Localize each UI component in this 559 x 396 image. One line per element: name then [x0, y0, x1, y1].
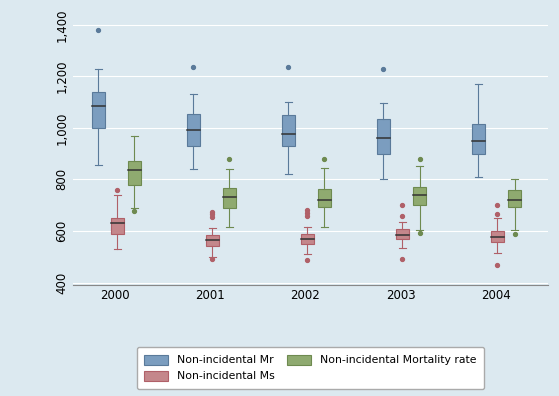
Bar — [301, 234, 314, 244]
Bar — [413, 187, 426, 205]
Bar — [377, 119, 390, 154]
Legend: Non-incidental Mr, Non-incidental Ms, Non-incidental Mortality rate: Non-incidental Mr, Non-incidental Ms, No… — [136, 347, 484, 389]
Bar — [491, 231, 504, 242]
Bar — [92, 92, 105, 128]
Bar — [206, 235, 219, 246]
Bar — [508, 190, 521, 207]
Bar — [282, 115, 295, 146]
Bar — [472, 124, 485, 154]
Bar — [128, 162, 141, 185]
Bar — [396, 229, 409, 239]
Bar — [223, 188, 236, 208]
Bar — [318, 189, 331, 207]
Bar — [187, 114, 200, 146]
Bar — [111, 218, 124, 234]
